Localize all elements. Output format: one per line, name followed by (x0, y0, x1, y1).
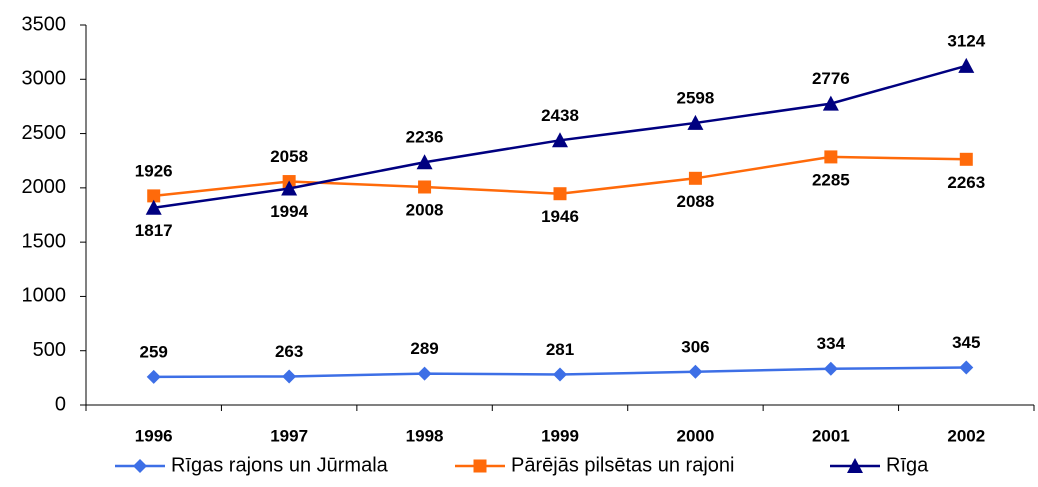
marker (847, 458, 863, 473)
x-tick-label: 1996 (135, 426, 173, 445)
x-tick-label: 1997 (270, 426, 308, 445)
marker (418, 180, 432, 194)
data-label: 2598 (677, 88, 715, 107)
data-label: 259 (140, 342, 168, 361)
y-tick-label: 3500 (22, 13, 67, 35)
data-label: 1994 (270, 202, 308, 221)
data-label: 2285 (812, 170, 850, 189)
legend-label: Pārējās pilsētas un rajoni (511, 454, 734, 476)
x-tick-label: 1998 (406, 426, 444, 445)
x-tick-label: 1999 (541, 426, 579, 445)
data-label: 2088 (677, 192, 715, 211)
data-label: 334 (817, 334, 846, 353)
marker (553, 187, 567, 201)
marker (688, 364, 703, 379)
data-label: 2263 (947, 173, 985, 192)
y-tick-label: 3000 (22, 68, 67, 90)
data-label: 2438 (541, 106, 579, 125)
marker (959, 152, 973, 166)
marker (824, 150, 838, 164)
marker (822, 95, 839, 111)
marker (133, 459, 147, 473)
data-label: 1946 (541, 207, 579, 226)
data-label: 2236 (406, 128, 444, 147)
data-label: 306 (681, 337, 709, 356)
marker (416, 154, 433, 170)
data-label: 1926 (135, 161, 173, 180)
y-tick-label: 1000 (22, 285, 67, 307)
data-label: 281 (546, 340, 574, 359)
x-tick-label: 2002 (947, 426, 985, 445)
marker (147, 189, 161, 203)
data-label: 2008 (406, 200, 444, 219)
marker (146, 369, 161, 384)
data-label: 2058 (270, 147, 308, 166)
legend-label: Rīga (886, 454, 929, 476)
marker (282, 369, 297, 384)
data-label: 3124 (947, 31, 985, 50)
x-tick-label: 2000 (677, 426, 715, 445)
marker (687, 114, 704, 130)
marker (553, 367, 567, 382)
data-label: 345 (952, 333, 980, 352)
legend-label: Rīgas rajons un Jūrmala (171, 454, 389, 476)
y-tick-label: 2500 (22, 122, 67, 144)
data-label: 263 (275, 342, 303, 361)
data-label: 1817 (135, 221, 173, 240)
marker (823, 361, 838, 376)
marker (688, 171, 702, 185)
data-label: 2776 (812, 69, 850, 88)
marker (552, 132, 568, 148)
marker (145, 199, 162, 215)
marker (473, 459, 487, 473)
data-label: 289 (410, 339, 438, 358)
marker (958, 57, 975, 73)
marker (281, 180, 298, 196)
y-tick-label: 1500 (22, 230, 67, 252)
marker (959, 360, 974, 375)
x-tick-label: 2001 (812, 426, 850, 445)
y-tick-label: 2000 (22, 176, 67, 198)
y-tick-label: 0 (55, 393, 66, 415)
marker (417, 366, 432, 381)
y-tick-label: 500 (33, 339, 66, 361)
